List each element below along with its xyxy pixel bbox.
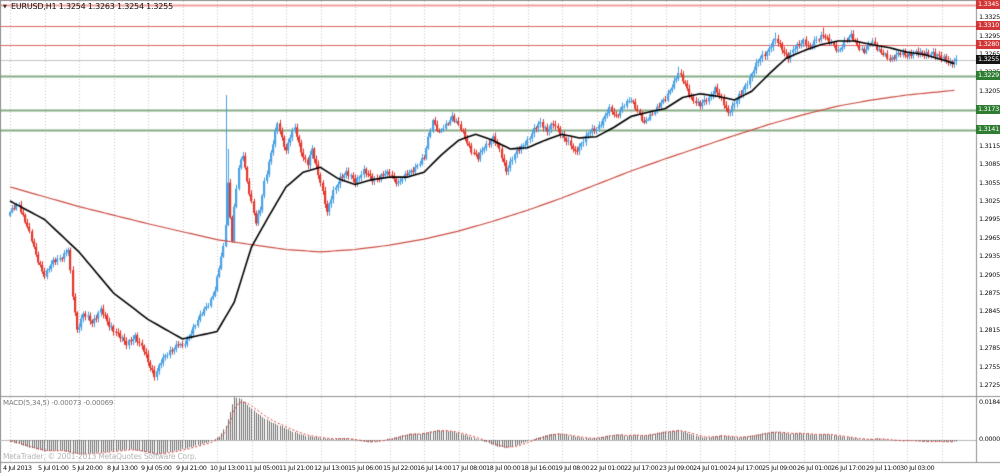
time-tick-label: 15 Jul 06:00	[348, 464, 383, 472]
support-level-badge: 1.3229	[976, 71, 1000, 80]
price-axis[interactable]: 1.33251.32951.32651.32351.32051.31751.31…	[976, 0, 1000, 463]
metatrader-watermark: MetaTrader, © 2001-2013 MetaQuotes Softw…	[3, 452, 197, 461]
bid-price-badge: 1.3255	[976, 55, 1000, 65]
price-tick-label: 1.3265	[979, 49, 1000, 58]
time-tick-label: 24 Jul 17:00	[728, 464, 763, 472]
indicator-label: MACD(5,34,5) -0.00073 -0.00069	[3, 399, 113, 407]
price-tick-label: 1.2875	[979, 289, 1000, 297]
time-tick-label: 15 Jul 22:00	[383, 464, 418, 472]
price-tick-label: 1.2725	[979, 380, 1000, 389]
time-tick-label: 12 Jul 13:00	[314, 464, 349, 472]
price-tick-label: 1.3205	[979, 86, 1000, 95]
resistance-level-badge: 1.3280	[976, 39, 1000, 49]
time-tick-label: 8 Jul 13:00	[107, 464, 138, 472]
symbol-expander-icon: ▼	[3, 4, 7, 10]
price-tick-label: 1.3025	[979, 197, 1000, 206]
price-tick-label: 1.2905	[979, 270, 1000, 279]
price-tick-label: 1.2785	[979, 344, 1000, 353]
chart-title-symbol: EURUSD,H1	[11, 2, 57, 11]
support-level-badge: 1.3141	[976, 124, 1000, 134]
macd-axis-max-label: 0.01843	[979, 398, 1000, 406]
time-tick-label: 26 Jul 01:00	[797, 464, 832, 472]
indicator-name: MACD(5,34,5)	[3, 399, 50, 407]
price-tick-label: 1.2995	[979, 215, 1000, 224]
time-tick-label: 5 Jul 20:00	[72, 464, 103, 472]
price-tick-label: 1.2965	[979, 233, 1000, 242]
macd-axis-zero-label: 0.0000	[979, 435, 1000, 443]
time-tick-label: 29 Jul 11:00	[866, 464, 901, 472]
time-tick-label: 10 Jul 13:00	[210, 464, 245, 472]
time-tick-label: 18 Jul 00:00	[486, 464, 521, 472]
time-tick-label: 11 Jul 21:00	[279, 464, 314, 472]
time-tick-label: 22 Jul 17:00	[624, 464, 659, 472]
time-axis[interactable]: 4 Jul 2013 5 Jul 01:00 5 Jul 20:00 8 Jul 13…	[0, 463, 1000, 473]
indicator-values: -0.00073 -0.00069	[51, 399, 114, 407]
resistance-level-badge: 1.3345	[976, 0, 1000, 9]
time-tick-label: 11 Jul 05:00	[245, 464, 280, 472]
time-tick-label: 24 Jul 01:00	[693, 464, 728, 472]
time-tick-label: 16 Jul 14:00	[417, 464, 452, 472]
time-tick-label: 5 Jul 01:00	[38, 464, 69, 472]
price-tick-label: 1.3115	[979, 141, 1000, 150]
price-tick-label: 1.3055	[979, 178, 1000, 187]
time-tick-label: 19 Jul 08:00	[555, 464, 590, 472]
chart-title-quote: 1.3254 1.3263 1.3254 1.3255	[58, 2, 173, 11]
time-tick-label: 23 Jul 09:00	[659, 464, 694, 472]
time-tick-label: 25 Jul 09:00	[762, 464, 797, 472]
time-tick-label: 17 Jul 08:00	[452, 464, 487, 472]
chart-title: ▼ EURUSD,H1 1.3254 1.3263 1.3254 1.3255	[3, 2, 173, 11]
price-tick-label: 1.2845	[979, 307, 1000, 316]
time-tick-label: 26 Jul 17:00	[831, 464, 866, 472]
price-tick-label: 1.3325	[979, 13, 1000, 22]
resistance-level-badge: 1.3310	[976, 21, 1000, 31]
price-tick-label: 1.2815	[979, 325, 1000, 334]
price-tick-label: 1.3295	[979, 31, 1000, 40]
price-tick-label: 1.2935	[979, 252, 1000, 261]
time-tick-label: 9 Jul 21:00	[176, 464, 207, 472]
time-tick-label: 22 Jul 01:00	[590, 464, 625, 472]
time-tick-label: 9 Jul 05:00	[141, 464, 172, 472]
price-tick-label: 1.2755	[979, 362, 1000, 371]
time-tick-label: 18 Jul 16:00	[521, 464, 556, 472]
support-level-badge: 1.3173	[976, 105, 1000, 115]
time-tick-label: 4 Jul 2013	[3, 464, 32, 472]
time-tick-label: 30 Jul 03:00	[900, 464, 935, 472]
price-tick-label: 1.3085	[979, 160, 1000, 169]
